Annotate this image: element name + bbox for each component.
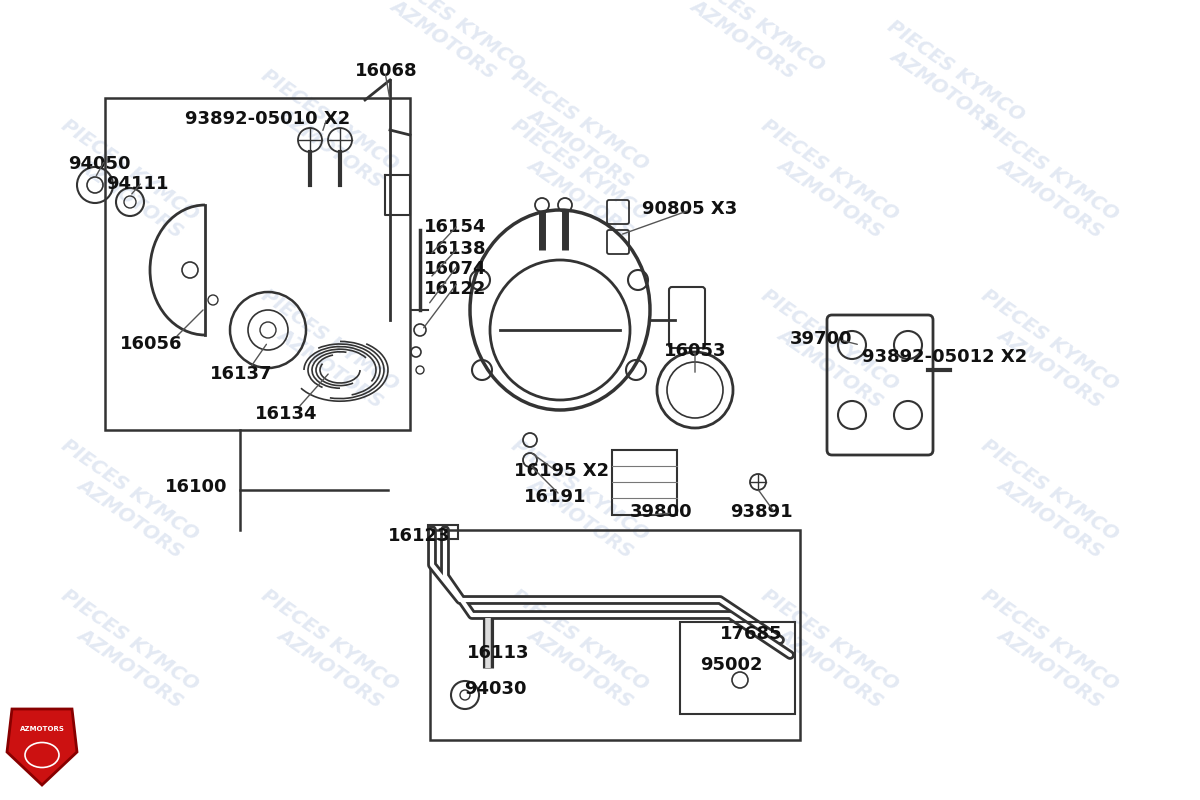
Text: PIECES KYMCO: PIECES KYMCO xyxy=(978,586,1122,694)
Text: 16138: 16138 xyxy=(424,240,487,258)
Text: AZMOTORS: AZMOTORS xyxy=(994,325,1106,411)
Text: 16113: 16113 xyxy=(467,644,529,662)
Text: PIECES KYMCO
AZMOTORS: PIECES KYMCO AZMOTORS xyxy=(372,0,528,94)
Text: AZMOTORS: AZMOTORS xyxy=(73,625,186,711)
Text: AZMOTORS: AZMOTORS xyxy=(523,105,636,191)
Text: PIECES KYMCO: PIECES KYMCO xyxy=(978,286,1122,394)
Text: PIECES KYMCO: PIECES KYMCO xyxy=(58,586,202,694)
Bar xyxy=(430,530,800,740)
Bar xyxy=(106,98,410,430)
Text: PIECES KYMCO
AZMOTORS: PIECES KYMCO AZMOTORS xyxy=(672,0,828,94)
Text: PIECES KYMCO: PIECES KYMCO xyxy=(508,586,652,694)
Text: 93892-05012 X2: 93892-05012 X2 xyxy=(862,348,1027,366)
Text: AZMOTORS: AZMOTORS xyxy=(994,625,1106,711)
Text: AZMOTORS: AZMOTORS xyxy=(73,154,186,242)
Text: 16154: 16154 xyxy=(424,218,486,236)
Text: 39700: 39700 xyxy=(790,330,852,348)
Text: 16100: 16100 xyxy=(166,478,228,496)
Text: 16195 X2: 16195 X2 xyxy=(514,462,610,480)
Text: AZMOTORS: AZMOTORS xyxy=(523,474,636,562)
Text: 16053: 16053 xyxy=(664,342,726,360)
Text: PIECES KYMCO: PIECES KYMCO xyxy=(508,66,652,174)
Text: AZMOTORS: AZMOTORS xyxy=(774,325,887,411)
Text: 16122: 16122 xyxy=(424,280,486,298)
Text: PIECES KYMCO: PIECES KYMCO xyxy=(758,286,902,394)
Text: AZMOTORS: AZMOTORS xyxy=(994,474,1106,562)
Text: AZMOTORS: AZMOTORS xyxy=(994,154,1106,242)
Bar xyxy=(680,622,796,714)
Text: PIECES KYMCO: PIECES KYMCO xyxy=(508,115,652,225)
Text: AZMOTORS: AZMOTORS xyxy=(523,154,636,242)
Text: PIECES KYMCO: PIECES KYMCO xyxy=(58,435,202,545)
Text: AZMOTORS: AZMOTORS xyxy=(274,625,386,711)
Polygon shape xyxy=(7,709,77,785)
Text: PIECES KYMCO: PIECES KYMCO xyxy=(258,286,402,394)
Bar xyxy=(428,525,458,539)
Text: 39800: 39800 xyxy=(630,503,692,521)
Text: PIECES KYMCO: PIECES KYMCO xyxy=(258,66,402,174)
Text: 16056: 16056 xyxy=(120,335,182,353)
Text: AZMOTORS: AZMOTORS xyxy=(523,625,636,711)
Text: 16137: 16137 xyxy=(210,365,272,383)
Text: PIECES KYMCO: PIECES KYMCO xyxy=(508,435,652,545)
Text: 16068: 16068 xyxy=(355,62,418,80)
Text: 95002: 95002 xyxy=(700,656,762,674)
Text: 17685: 17685 xyxy=(720,625,782,643)
Text: 94050: 94050 xyxy=(68,155,131,173)
Text: 16134: 16134 xyxy=(256,405,318,423)
Text: PIECES KYMCO: PIECES KYMCO xyxy=(258,586,402,694)
Text: PIECES KYMCO: PIECES KYMCO xyxy=(978,435,1122,545)
Text: AZMOTORS: AZMOTORS xyxy=(774,154,887,242)
Text: PIECES KYMCO: PIECES KYMCO xyxy=(758,115,902,225)
Text: 16074: 16074 xyxy=(424,260,486,278)
Text: PIECES KYMCO
AZMOTORS: PIECES KYMCO AZMOTORS xyxy=(871,17,1028,143)
Text: 93892-05010 X2: 93892-05010 X2 xyxy=(185,110,350,128)
Text: PIECES KYMCO: PIECES KYMCO xyxy=(758,586,902,694)
Text: AZMOTORS: AZMOTORS xyxy=(774,625,887,711)
Text: 94111: 94111 xyxy=(106,175,168,193)
Text: AZMOTORS: AZMOTORS xyxy=(274,105,386,191)
Text: AZMOTORS: AZMOTORS xyxy=(274,325,386,411)
Text: 16191: 16191 xyxy=(524,488,587,506)
Text: 93891: 93891 xyxy=(730,503,793,521)
Text: 94030: 94030 xyxy=(464,680,527,698)
Text: 16123: 16123 xyxy=(388,527,450,545)
Text: PIECES KYMCO: PIECES KYMCO xyxy=(978,115,1122,225)
Text: PIECES KYMCO: PIECES KYMCO xyxy=(58,115,202,225)
Text: AZMOTORS: AZMOTORS xyxy=(19,726,65,732)
Text: AZMOTORS: AZMOTORS xyxy=(73,474,186,562)
Bar xyxy=(612,450,677,515)
Text: 90805 X3: 90805 X3 xyxy=(642,200,737,218)
